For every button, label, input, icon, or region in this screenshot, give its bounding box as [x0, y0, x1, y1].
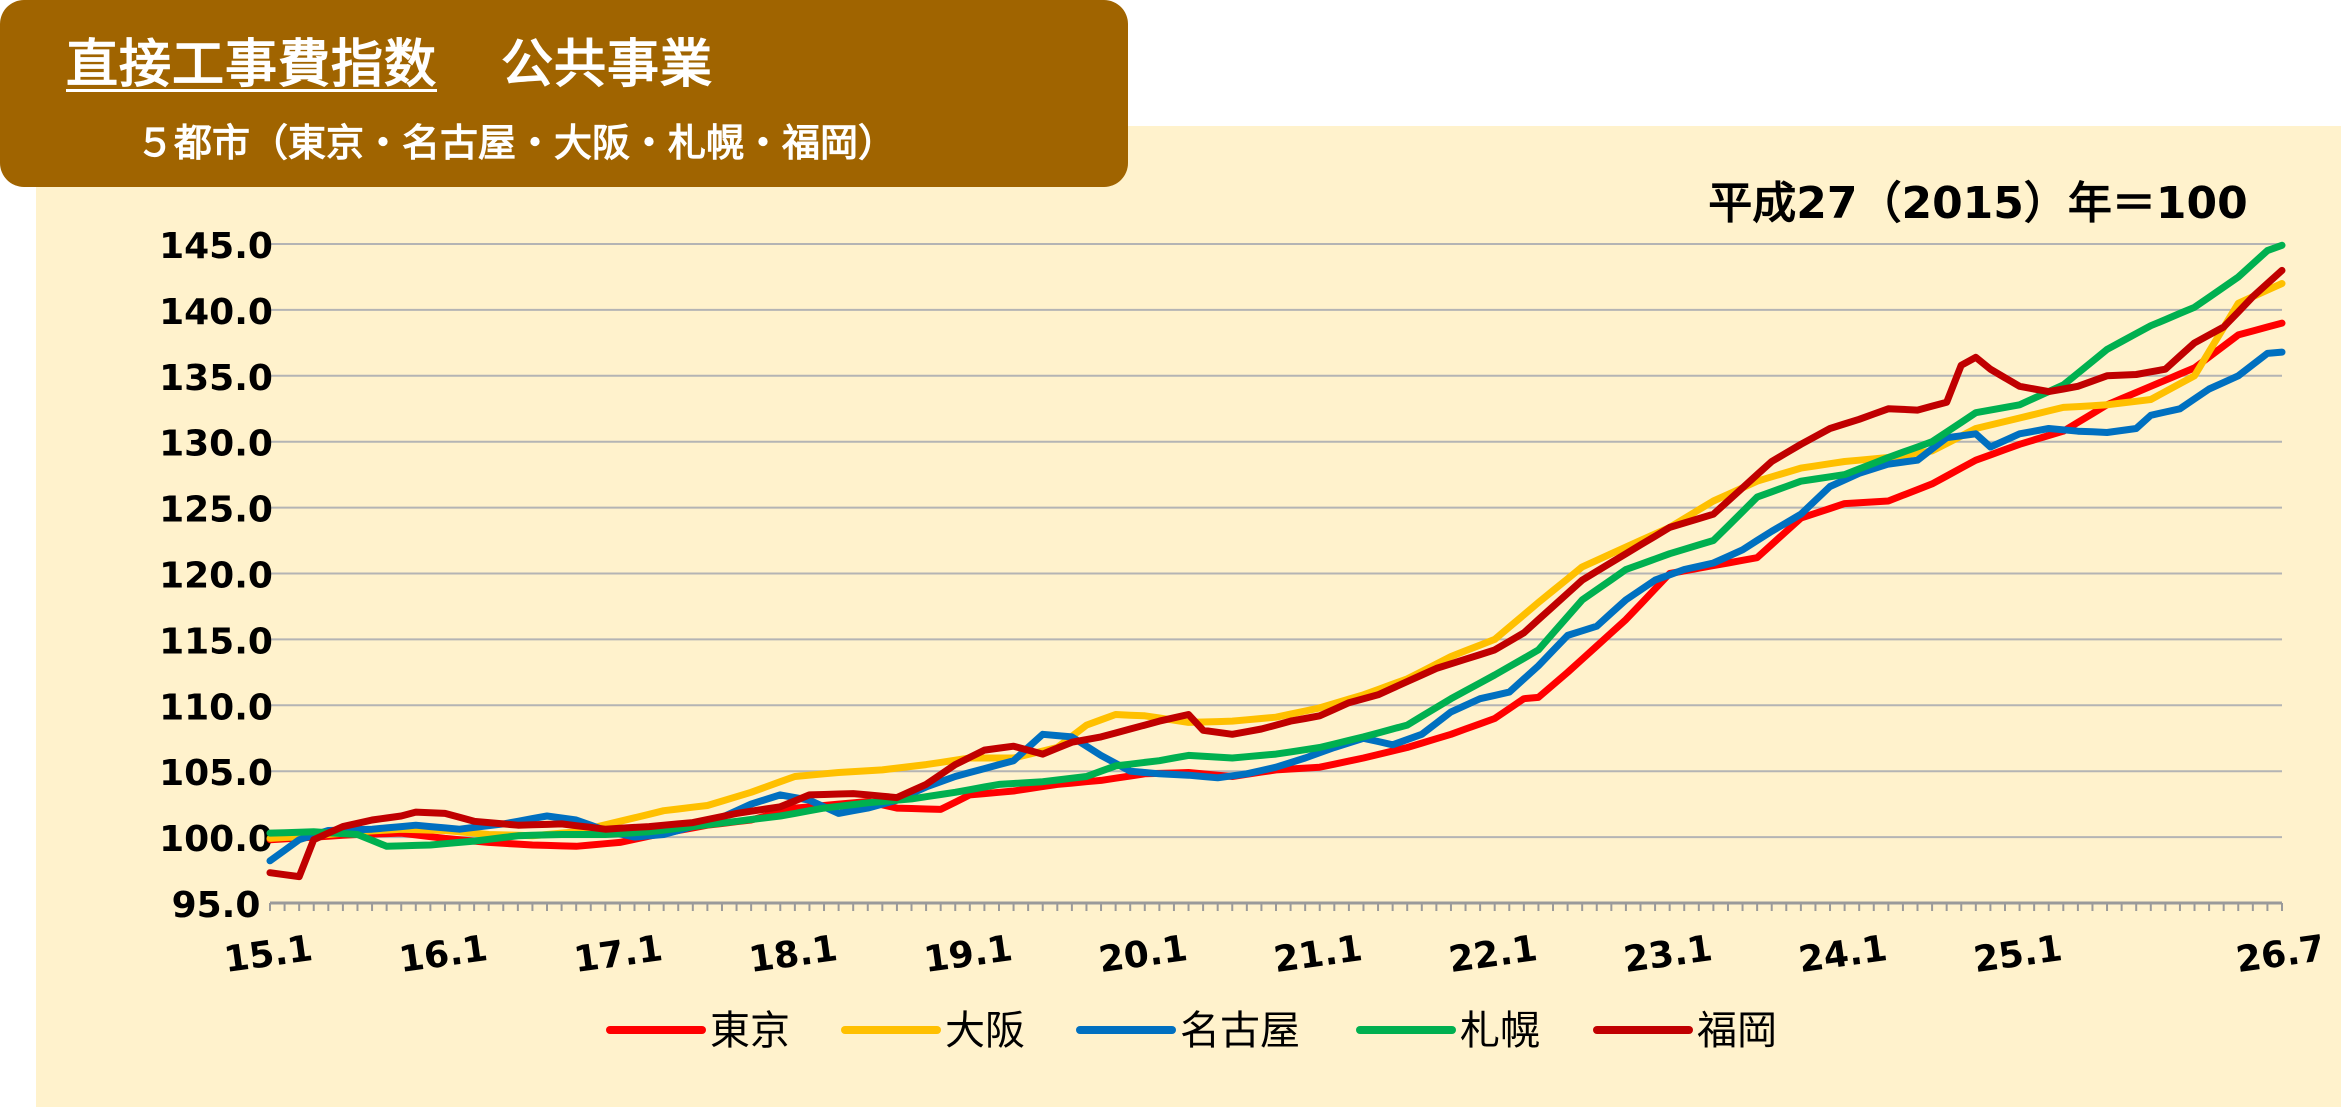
x-tick-label: 17.1 [571, 928, 665, 981]
series-line-札幌 [266, 241, 2286, 850]
y-tick-label: 120.0 [159, 556, 273, 597]
legend: 東京 大阪 名古屋 札幌 福岡 [606, 1008, 1777, 1054]
y-tick-label: 125.0 [159, 490, 273, 531]
base-note: 平成27（2015）年＝100 [1708, 178, 2248, 229]
x-tick-label: 16.1 [397, 928, 491, 981]
y-tick-label: 135.0 [159, 358, 273, 399]
x-tick-label: 26.7 [2234, 928, 2328, 981]
legend-label: 札幌 [1460, 1008, 1540, 1054]
gridlines [270, 243, 2282, 839]
legend-label: 福岡 [1697, 1008, 1777, 1054]
y-tick-label: 145.0 [159, 226, 273, 267]
series-line-大阪 [266, 280, 2286, 842]
axes: 145.0 140.0 135.0 130.0 125.0 120.0 115.0 110.0… [159, 226, 2327, 981]
x-tick-label: 22.1 [1446, 928, 1540, 981]
x-tick-label: 24.1 [1796, 928, 1890, 981]
legend-label: 名古屋 [1180, 1008, 1300, 1054]
x-tick-label: 23.1 [1621, 928, 1715, 981]
y-tick-label: 140.0 [159, 292, 273, 333]
chart-panel [36, 126, 2341, 1107]
y-tick-label: 115.0 [159, 621, 273, 662]
legend-label: 東京 [710, 1008, 790, 1054]
series-lines [266, 241, 2286, 881]
x-tick-label: 25.1 [1971, 928, 2065, 981]
legend-label: 大阪 [945, 1008, 1025, 1054]
x-tick-label: 15.1 [222, 928, 316, 981]
y-tick-label: 95.0 [172, 885, 261, 926]
series-line-福岡 [266, 266, 2286, 881]
y-tick-label: 105.0 [159, 753, 273, 794]
title-suffix: 公共事業 [501, 35, 714, 95]
y-tick-label: 100.0 [159, 819, 273, 860]
title-text: 直接工事費指数 [66, 35, 438, 95]
x-tick-label: 19.1 [921, 928, 1015, 981]
title-banner: 直接工事費指数 公共事業 ５都市（東京・名古屋・大阪・札幌・福岡） [0, 0, 1128, 187]
page-subtitle: ５都市（東京・名古屋・大阪・札幌・福岡） [136, 121, 897, 165]
y-tick-label: 110.0 [159, 687, 273, 728]
page-title: 直接工事費指数 公共事業 [66, 22, 713, 97]
x-tick-label: 18.1 [746, 928, 840, 981]
x-tick-label: 21.1 [1271, 928, 1365, 981]
y-tick-label: 130.0 [159, 424, 273, 465]
x-tick-label: 20.1 [1096, 928, 1190, 981]
